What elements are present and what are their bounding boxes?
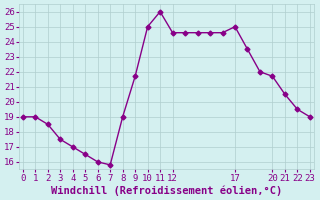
X-axis label: Windchill (Refroidissement éolien,°C): Windchill (Refroidissement éolien,°C) <box>51 185 282 196</box>
